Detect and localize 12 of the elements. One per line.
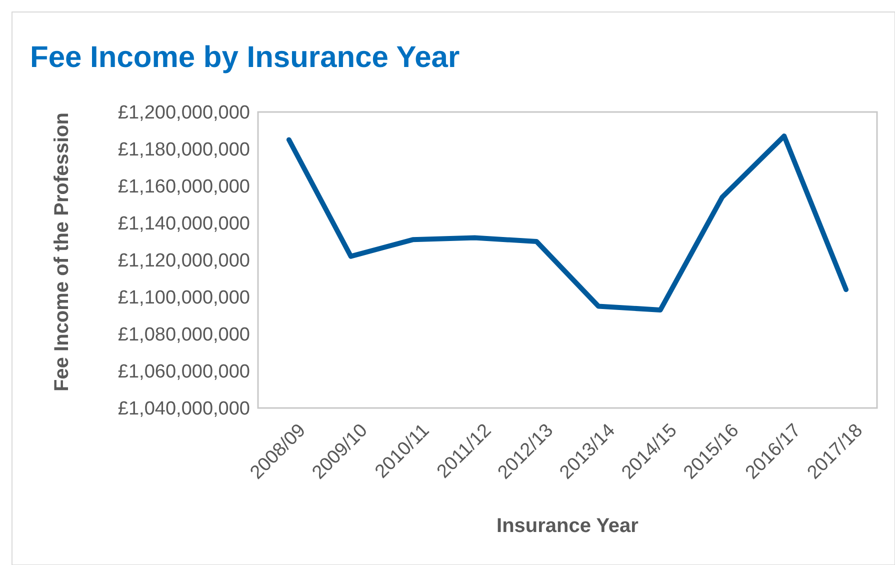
y-tick-label: £1,120,000,000 xyxy=(118,250,250,272)
y-tick-label: £1,160,000,000 xyxy=(118,176,250,198)
y-axis-title: Fee Income of the Profession xyxy=(51,112,73,392)
y-tick-label: £1,180,000,000 xyxy=(118,140,250,161)
y-tick-label: £1,040,000,000 xyxy=(118,398,250,420)
chart-title: Fee Income by Insurance Year xyxy=(30,41,460,74)
y-tick-label: £1,080,000,000 xyxy=(118,324,250,346)
y-tick-label: £1,200,000,000 xyxy=(118,102,250,124)
y-tick-label: £1,100,000,000 xyxy=(118,288,250,309)
x-axis-title: Insurance Year xyxy=(496,515,639,537)
y-tick-label: £1,060,000,000 xyxy=(118,362,250,383)
y-tick-label: £1,140,000,000 xyxy=(118,214,250,235)
